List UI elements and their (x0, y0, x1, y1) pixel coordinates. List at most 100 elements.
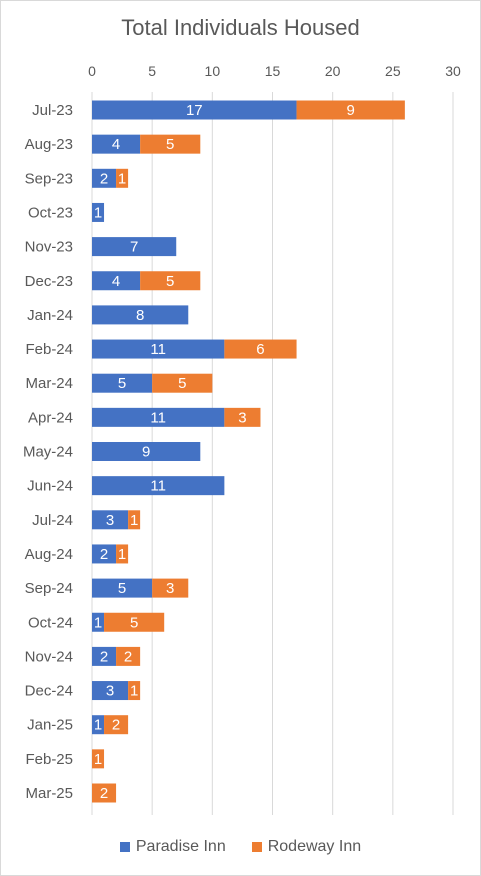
grid-lines (91, 92, 454, 815)
bar-paradise-inn (92, 202, 105, 222)
x-tick-label: 25 (385, 63, 401, 79)
data-label-paradise-inn: 11 (150, 409, 166, 426)
legend-label-rodeway-inn: Rodeway Inn (267, 838, 362, 855)
category-label: Jan-24 (27, 307, 73, 324)
data-label-paradise-inn: 2 (100, 546, 108, 563)
bar-rodeway-inn (92, 783, 117, 803)
data-label-paradise-inn: 17 (186, 102, 203, 119)
bar-rodeway-inn (296, 100, 405, 120)
x-tick-label: 15 (265, 63, 281, 79)
bar-paradise-inn (92, 715, 105, 735)
data-label-paradise-inn: 3 (106, 512, 114, 529)
bar-paradise-inn (92, 271, 141, 291)
category-label: Sep-24 (25, 580, 73, 597)
bar-paradise-inn (92, 681, 129, 701)
bar-paradise-inn (92, 612, 105, 632)
data-label-rodeway-inn: 1 (130, 683, 138, 700)
data-label-rodeway-inn: 3 (166, 580, 174, 597)
data-label-paradise-inn: 1 (94, 614, 102, 631)
chart-title: Total Individuals Housed (121, 15, 360, 40)
data-label-paradise-inn: 5 (118, 375, 126, 392)
category-labels: Jul-23 Aug-23 Sep-23 Oct-23 Nov-23 Dec-23 Jan-… (23, 102, 73, 802)
x-tick-label: 20 (325, 63, 341, 79)
legend-item-paradise-inn: Paradise Inn (119, 838, 226, 856)
data-label-rodeway-inn: 2 (112, 717, 120, 734)
category-label: Mar-25 (25, 785, 73, 802)
data-label-rodeway-inn: 9 (347, 102, 355, 119)
bar-rodeway-inn (152, 578, 189, 598)
bar-paradise-inn (92, 305, 189, 325)
data-label-paradise-inn: 4 (112, 273, 120, 290)
bar-rodeway-inn (128, 510, 141, 530)
category-label: May-24 (23, 444, 73, 461)
category-label: Dec-24 (25, 683, 73, 700)
bar-rodeway-inn (224, 407, 261, 427)
category-label: Jul-23 (32, 102, 73, 119)
data-label-rodeway-inn: 5 (166, 273, 174, 290)
data-label-rodeway-inn: 2 (100, 785, 108, 802)
category-label: Jun-24 (27, 478, 73, 495)
bar-paradise-inn (92, 373, 153, 393)
bar-rodeway-inn (116, 646, 141, 666)
legend-swatch-paradise-inn (119, 842, 130, 852)
bar-paradise-inn (92, 407, 225, 427)
category-label: Mar-24 (25, 375, 73, 392)
category-label: Jan-25 (27, 717, 73, 734)
x-tick-label: 5 (148, 63, 156, 79)
bar-rodeway-inn (224, 339, 297, 359)
bar-rodeway-inn (104, 715, 129, 735)
category-label: Nov-23 (25, 239, 73, 256)
x-tick-label: 0 (88, 63, 96, 79)
bar-paradise-inn (92, 237, 177, 257)
bar-rodeway-inn (104, 612, 165, 632)
category-label: Oct-24 (28, 614, 73, 631)
bar-paradise-inn (92, 339, 225, 359)
data-label-rodeway-inn: 2 (124, 648, 132, 665)
data-label-paradise-inn: 1 (94, 204, 102, 221)
x-tick-label: 10 (205, 63, 221, 79)
bar-paradise-inn (92, 134, 141, 154)
data-label-paradise-inn: 2 (100, 170, 108, 187)
legend-label-paradise-inn: Paradise Inn (135, 838, 226, 855)
bar-rodeway-inn (128, 681, 141, 701)
bar-paradise-inn (92, 100, 297, 120)
data-label-paradise-inn: 4 (112, 136, 120, 153)
data-label-paradise-inn: 9 (142, 444, 150, 461)
data-label-paradise-inn: 7 (130, 239, 138, 256)
category-label: Aug-23 (25, 136, 73, 153)
category-label: Oct-23 (28, 204, 73, 221)
bar-rodeway-inn (116, 168, 129, 188)
bars (92, 100, 405, 803)
data-label-rodeway-inn: 5 (166, 136, 174, 153)
data-label-rodeway-inn: 5 (178, 375, 186, 392)
data-label-paradise-inn: 1 (94, 717, 102, 734)
bar-paradise-inn (92, 646, 117, 666)
category-label: Feb-25 (25, 751, 73, 768)
data-label-rodeway-inn: 6 (256, 341, 264, 358)
bar-rodeway-inn (116, 544, 129, 564)
data-label-paradise-inn: 8 (136, 307, 144, 324)
bar-paradise-inn (92, 578, 153, 598)
bar-rodeway-inn (152, 373, 213, 393)
bar-rodeway-inn (140, 271, 201, 291)
data-label-rodeway-inn: 5 (130, 614, 138, 631)
bar-paradise-inn (92, 544, 117, 564)
x-tick-labels: 0 5 10 15 20 25 30 (88, 63, 461, 79)
category-label: Apr-24 (28, 409, 73, 426)
data-label-paradise-inn: 2 (100, 648, 108, 665)
data-label-rodeway-inn: 1 (118, 546, 126, 563)
legend-swatch-rodeway-inn (251, 842, 262, 852)
data-label-paradise-inn: 11 (150, 341, 166, 358)
category-label: Aug-24 (25, 546, 73, 563)
data-label-paradise-inn: 3 (106, 683, 114, 700)
category-label: Sep-23 (25, 170, 73, 187)
data-label-paradise-inn: 11 (150, 478, 166, 495)
legend: Paradise Inn Rodeway Inn (0, 838, 481, 856)
category-label: Feb-24 (25, 341, 73, 358)
legend-item-rodeway-inn: Rodeway Inn (251, 838, 362, 856)
bar-paradise-inn (92, 476, 225, 496)
category-label: Dec-23 (25, 273, 73, 290)
data-label-rodeway-inn: 1 (118, 170, 126, 187)
